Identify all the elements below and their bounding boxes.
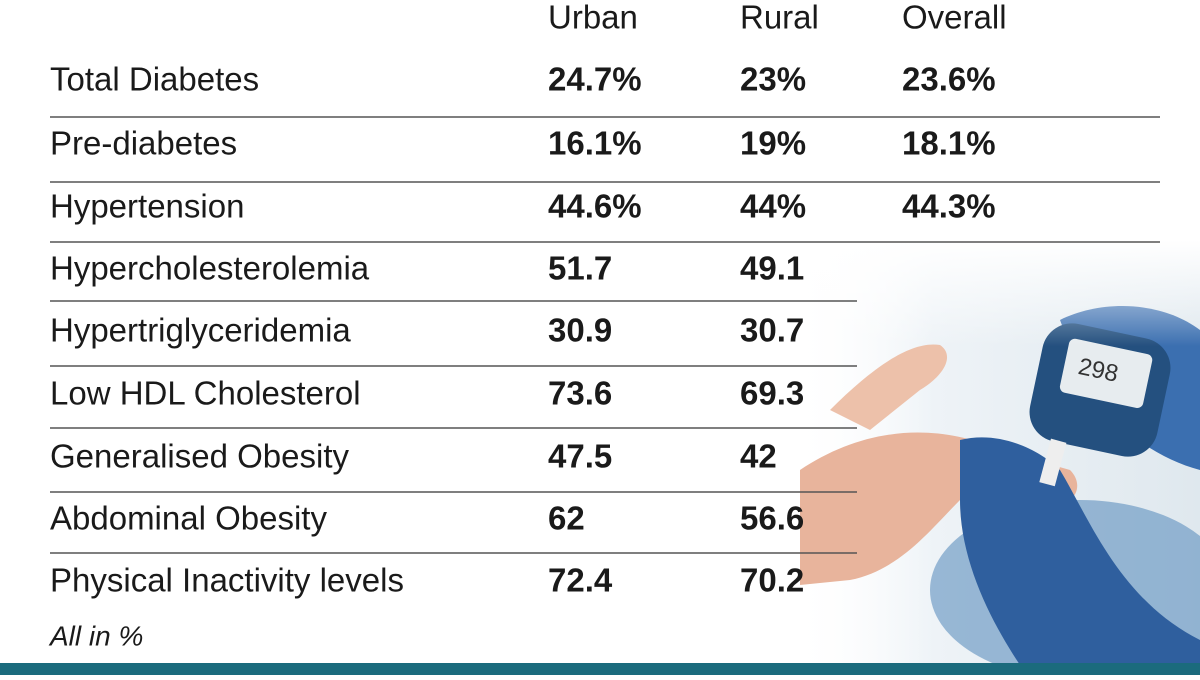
cell-value: 73.6 xyxy=(548,375,612,412)
column-header: Rural xyxy=(740,0,819,36)
cell-value: 51.7 xyxy=(548,250,612,287)
row-label: Hypertension xyxy=(50,188,244,225)
cell-value: 18.1% xyxy=(902,125,996,162)
row-label: Low HDL Cholesterol xyxy=(50,375,361,412)
cell-value: 62 xyxy=(548,500,585,537)
cell-value: 44.6% xyxy=(548,188,642,225)
photo: 298 xyxy=(790,240,1200,680)
cell-value: 70.2 xyxy=(740,562,804,599)
cell-value: 56.6 xyxy=(740,500,804,537)
column-header: Overall xyxy=(902,0,1007,36)
cell-value: 49.1 xyxy=(740,250,804,287)
cell-value: 69.3 xyxy=(740,375,804,412)
cell-value: 30.9 xyxy=(548,312,612,349)
cell-value: 44.3% xyxy=(902,188,996,225)
cell-value: 24.7% xyxy=(548,61,642,98)
table: Urban Rural Overall Total Diabetes 24.7% 23% 2… xyxy=(48,0,1160,651)
row-label: Total Diabetes xyxy=(50,61,259,98)
row-label: Hypercholesterolemia xyxy=(50,250,370,287)
row-label: Pre-diabetes xyxy=(50,125,237,162)
cell-value: 30.7 xyxy=(740,312,804,349)
row-label: Abdominal Obesity xyxy=(50,500,327,537)
cell-value: 72.4 xyxy=(548,562,613,599)
cell-value: 23% xyxy=(740,61,806,98)
cell-value: 19% xyxy=(740,125,806,162)
cell-value: 47.5 xyxy=(548,438,612,475)
cell-value: 44% xyxy=(740,188,806,225)
column-header: Urban xyxy=(548,0,638,36)
cell-value: 42 xyxy=(740,438,777,475)
row-label: Physical Inactivity levels xyxy=(50,562,404,599)
footer-bar xyxy=(0,663,1200,675)
cell-value: 16.1% xyxy=(548,125,642,162)
note: All in % xyxy=(48,620,143,651)
cell-value: 23.6% xyxy=(902,61,996,98)
row-label: Generalised Obesity xyxy=(50,438,349,475)
row-label: Hypertriglyceridemia xyxy=(50,312,351,349)
